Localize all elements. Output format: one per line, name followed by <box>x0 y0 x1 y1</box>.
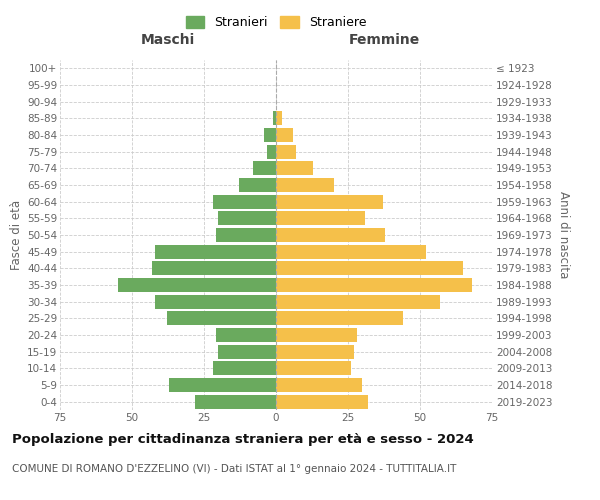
Bar <box>155 294 276 308</box>
Bar <box>276 394 368 409</box>
Bar <box>276 178 334 192</box>
Bar <box>215 328 276 342</box>
Bar <box>239 178 276 192</box>
Y-axis label: Fasce di età: Fasce di età <box>10 200 23 270</box>
Bar <box>253 162 276 175</box>
Bar <box>218 344 276 359</box>
Bar <box>276 261 463 276</box>
Bar <box>268 144 276 159</box>
Bar <box>196 394 276 409</box>
Y-axis label: Anni di nascita: Anni di nascita <box>557 192 569 278</box>
Bar <box>152 261 276 276</box>
Bar <box>167 311 276 326</box>
Bar <box>265 128 276 142</box>
Legend: Stranieri, Straniere: Stranieri, Straniere <box>181 11 371 34</box>
Bar <box>212 194 276 209</box>
Bar <box>276 278 472 292</box>
Text: Femmine: Femmine <box>349 32 419 46</box>
Bar <box>276 378 362 392</box>
Bar <box>276 244 426 259</box>
Bar <box>169 378 276 392</box>
Bar <box>276 211 365 226</box>
Text: COMUNE DI ROMANO D'EZZELINO (VI) - Dati ISTAT al 1° gennaio 2024 - TUTTITALIA.IT: COMUNE DI ROMANO D'EZZELINO (VI) - Dati … <box>12 464 457 474</box>
Bar <box>218 211 276 226</box>
Bar <box>273 112 276 126</box>
Bar <box>118 278 276 292</box>
Bar <box>215 228 276 242</box>
Bar <box>276 228 385 242</box>
Bar <box>276 328 356 342</box>
Bar <box>155 244 276 259</box>
Bar <box>276 144 296 159</box>
Bar <box>276 112 282 126</box>
Bar <box>276 194 383 209</box>
Bar <box>276 294 440 308</box>
Bar <box>276 128 293 142</box>
Bar <box>212 361 276 376</box>
Text: Popolazione per cittadinanza straniera per età e sesso - 2024: Popolazione per cittadinanza straniera p… <box>12 432 474 446</box>
Bar <box>276 311 403 326</box>
Bar <box>276 361 351 376</box>
Bar <box>276 344 354 359</box>
Bar <box>276 162 313 175</box>
Text: Maschi: Maschi <box>141 32 195 46</box>
